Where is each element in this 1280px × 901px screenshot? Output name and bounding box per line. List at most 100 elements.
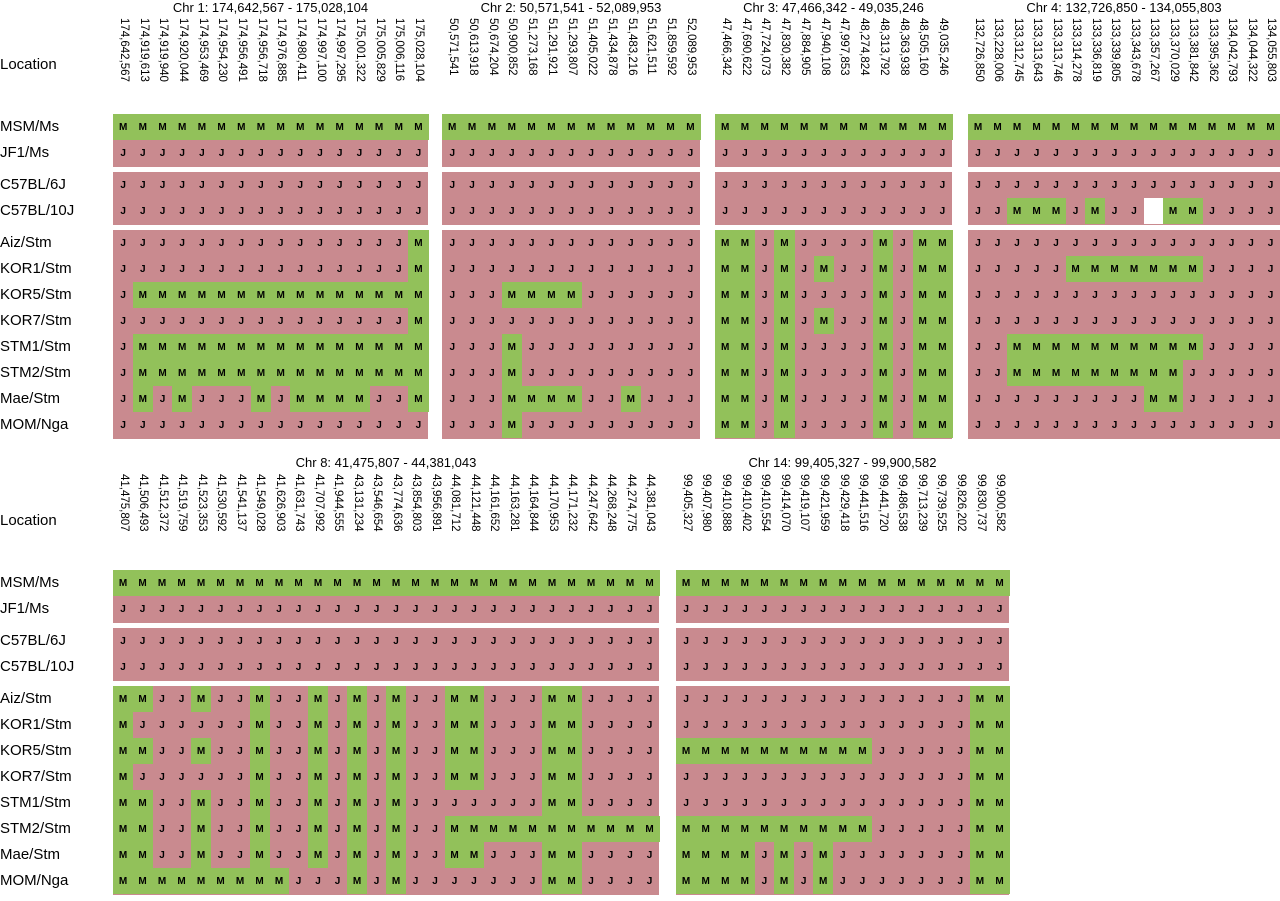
genotype-cell: M <box>442 114 463 141</box>
genotype-cell: J <box>761 603 768 615</box>
genotype-cell: M <box>503 570 524 597</box>
genotype-cell: J <box>781 797 787 809</box>
genotype-cell: J <box>120 419 126 431</box>
genotype-cell: J <box>393 603 399 615</box>
genotype-cell: J <box>218 393 225 405</box>
genotype-cell: M <box>774 334 795 361</box>
genotype-cell: M <box>388 360 409 387</box>
genotype-cell: J <box>1267 237 1274 249</box>
genotype-cell: M <box>349 386 370 413</box>
genotype-cell: J <box>722 635 729 647</box>
genotype-cell: J <box>1092 419 1098 431</box>
genotype-cell: M <box>774 282 795 309</box>
genotype-cell: M <box>774 256 795 283</box>
genotype-cell: M <box>347 868 368 895</box>
genotype-cell: J <box>139 635 146 647</box>
genotype-cell: J <box>898 771 905 783</box>
location-label: Location <box>0 512 57 529</box>
position-label: 48,363,938 <box>897 18 910 76</box>
genotype-cell: J <box>898 603 905 615</box>
genotype-cell: J <box>1033 263 1040 275</box>
position-label: 99,713,239 <box>915 474 928 532</box>
genotype-cell: J <box>432 635 438 647</box>
genotype-cell: J <box>373 771 380 783</box>
genotype-cell: M <box>249 764 270 791</box>
genotype-cell: J <box>800 797 807 809</box>
genotype-cell: J <box>800 849 807 861</box>
position-label: 50,613,918 <box>466 18 479 76</box>
genotype-cell: J <box>159 205 166 217</box>
genotype-cell: J <box>508 147 515 159</box>
genotype-cell: M <box>386 790 407 817</box>
strain-label: C57BL/10J <box>0 202 75 219</box>
genotype-cell: M <box>773 868 795 895</box>
genotype-cell: J <box>1248 393 1254 405</box>
genotype-cell: J <box>801 393 807 405</box>
genotype-cell: M <box>774 308 795 335</box>
genotype-cell: M <box>464 738 485 765</box>
position-label: 133,228,006 <box>992 18 1005 82</box>
genotype-cell: J <box>1131 147 1137 159</box>
genotype-cell: M <box>368 114 390 141</box>
genotype-cell: J <box>879 849 885 861</box>
genotype-cell: J <box>607 661 614 673</box>
genotype-cell: M <box>542 764 563 791</box>
position-label: 99,486,538 <box>896 474 909 532</box>
genotype-cell: J <box>354 661 360 673</box>
genotype-cell: J <box>957 771 964 783</box>
genotype-cell: J <box>667 367 674 379</box>
position-label: 41,475,807 <box>117 474 130 532</box>
genotype-cell: M <box>329 114 350 141</box>
genotype-cell: J <box>840 875 846 887</box>
genotype-cell: J <box>761 315 768 327</box>
genotype-cell: M <box>483 570 504 597</box>
genotype-cell: J <box>373 719 380 731</box>
genotype-cell: J <box>120 237 126 249</box>
position-label: 133,381,842 <box>1187 18 1200 82</box>
genotype-cell: J <box>1170 237 1176 249</box>
genotype-cell: M <box>542 868 563 895</box>
genotype-cell: J <box>237 661 243 673</box>
genotype-cell: J <box>1014 393 1020 405</box>
genotype-cell: J <box>588 661 594 673</box>
genotype-cell: J <box>1014 237 1020 249</box>
genotype-cell: J <box>1053 147 1059 159</box>
genotype-cell: J <box>120 263 126 275</box>
genotype-cell: J <box>178 745 185 757</box>
genotype-cell: M <box>1241 114 1262 141</box>
genotype-cell: J <box>449 179 455 191</box>
genotype-cell: J <box>449 393 455 405</box>
genotype-cell: J <box>1072 179 1079 191</box>
genotype-cell: J <box>628 205 634 217</box>
genotype-cell: J <box>937 797 944 809</box>
genotype-cell: M <box>932 360 953 387</box>
genotype-cell: J <box>1111 419 1118 431</box>
genotype-cell: M <box>542 816 563 843</box>
genotype-cell: J <box>646 797 653 809</box>
genotype-cell: M <box>132 282 153 309</box>
genotype-cell: J <box>178 823 185 835</box>
genotype-cell: J <box>376 419 382 431</box>
genotype-cell: J <box>510 849 516 861</box>
genotype-cell: J <box>334 719 341 731</box>
genotype-cell: M <box>408 230 429 257</box>
genotype-cell: M <box>715 256 736 283</box>
genotype-cell: J <box>918 771 924 783</box>
genotype-cell: J <box>199 179 205 191</box>
genotype-cell: J <box>647 341 654 353</box>
genotype-cell: M <box>561 386 582 413</box>
genotype-cell: J <box>432 875 438 887</box>
genotype-cell: M <box>1124 334 1145 361</box>
genotype-cell: M <box>132 386 153 413</box>
genotype-cell: J <box>276 661 282 673</box>
genotype-cell: J <box>568 419 575 431</box>
genotype-cell: M <box>620 570 641 597</box>
genotype-cell: J <box>687 237 694 249</box>
genotype-cell: J <box>336 315 343 327</box>
genotype-cell: J <box>761 635 768 647</box>
genotype-cell: J <box>646 635 653 647</box>
genotype-cell: J <box>1209 237 1215 249</box>
genotype-cell: J <box>415 179 422 191</box>
position-label: 48,313,792 <box>877 18 890 76</box>
genotype-cell: J <box>140 205 146 217</box>
